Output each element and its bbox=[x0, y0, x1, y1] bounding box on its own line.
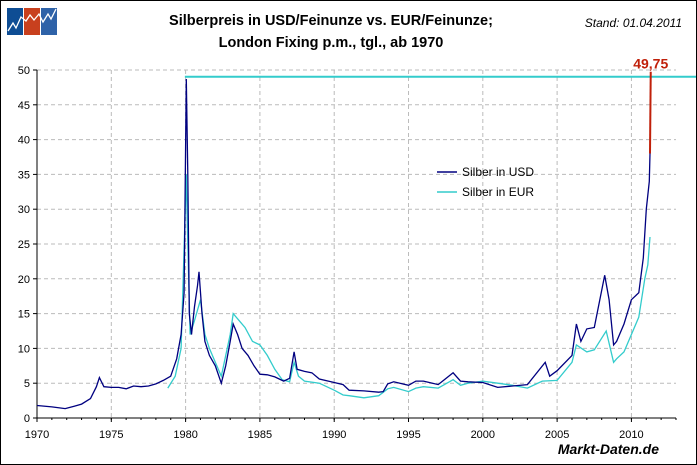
x-tick-label: 1985 bbox=[248, 429, 272, 441]
series-line-eur bbox=[167, 174, 651, 399]
axes: 0 5 10 15 20 25 30 35 40 45 50 1970 1975 1980 1985 1990… bbox=[18, 65, 677, 441]
x-tick-label: 1990 bbox=[322, 429, 346, 441]
y-tick-label: 20 bbox=[18, 274, 30, 286]
y-tick-label: 45 bbox=[18, 100, 30, 112]
legend: Silber in USD Silber in EUR bbox=[437, 165, 534, 199]
chart-title: Silberpreis in USD/Feinunze vs. EUR/Fein… bbox=[121, 10, 541, 54]
brand-label: Markt-Daten.de bbox=[557, 441, 659, 457]
y-tick-label: 50 bbox=[18, 65, 30, 77]
x-tick-label: 1995 bbox=[396, 429, 420, 441]
logo bbox=[7, 8, 57, 35]
x-tick-label: 2000 bbox=[471, 429, 495, 441]
legend-label: Silber in EUR bbox=[462, 185, 534, 199]
x-tick-label: 2010 bbox=[619, 429, 643, 441]
y-tick-label: 25 bbox=[18, 239, 30, 251]
y-tick-label: 40 bbox=[18, 135, 30, 147]
grid bbox=[37, 69, 676, 418]
reference-value-label: 49,75 bbox=[633, 56, 668, 72]
date-stamp: Stand: 01.04.2011 bbox=[584, 16, 682, 30]
title-line-1: Silberpreis in USD/Feinunze vs. EUR/Fein… bbox=[169, 13, 493, 29]
series-line-usd bbox=[36, 78, 651, 410]
y-tick-label: 5 bbox=[24, 378, 30, 390]
logo-block bbox=[7, 8, 23, 35]
latest-move-line bbox=[648, 71, 652, 154]
legend-label: Silber in USD bbox=[462, 165, 534, 179]
logo-block bbox=[24, 8, 40, 35]
x-tick-label: 1970 bbox=[25, 429, 49, 441]
x-tick-label: 1980 bbox=[173, 429, 197, 441]
title-line-2: London Fixing p.m., tgl., ab 1970 bbox=[218, 35, 444, 51]
x-tick-label: 2005 bbox=[545, 429, 569, 441]
y-tick-label: 30 bbox=[18, 204, 30, 216]
x-tick-label: 1975 bbox=[99, 429, 123, 441]
logo-line bbox=[7, 8, 57, 32]
y-tick-label: 0 bbox=[24, 413, 30, 425]
y-tick-label: 35 bbox=[18, 169, 30, 181]
y-tick-label: 10 bbox=[18, 343, 30, 355]
series-group: 49,75 bbox=[36, 56, 696, 410]
y-tick-label: 15 bbox=[18, 309, 30, 321]
